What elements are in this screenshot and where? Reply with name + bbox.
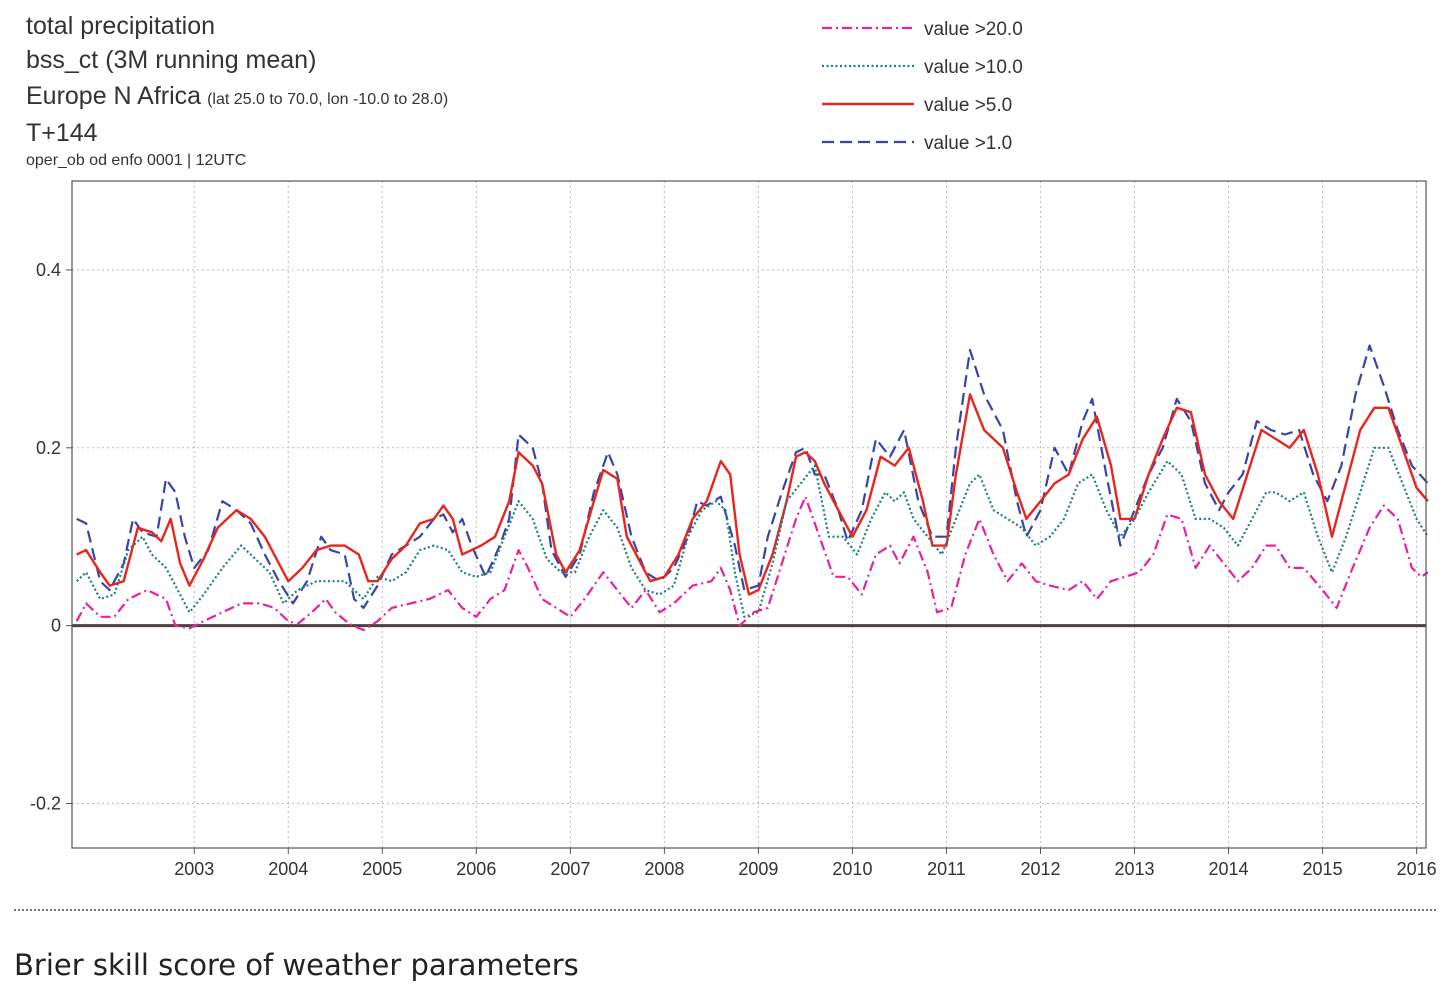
chart-grid: [72, 181, 1426, 848]
series-line: [76, 344, 1429, 609]
series-layer: [72, 344, 1429, 632]
x-tick-label: 2004: [268, 859, 308, 879]
x-tick-label: 2007: [550, 859, 590, 879]
run-info: oper_ob od enfo 0001 | 12UTC: [26, 152, 247, 169]
y-tick-label: 0: [51, 616, 61, 636]
legend-label: value >5.0: [924, 95, 1012, 116]
x-tick-label: 2005: [362, 859, 402, 879]
region-name: Europe N Africa: [26, 82, 202, 110]
series-line: [76, 393, 1429, 596]
y-tick-label: 0.2: [36, 438, 61, 458]
legend-label: value >1.0: [924, 133, 1012, 154]
line-chart: value >20.0 value >10.0 value >5.0 value >1…: [30, 19, 1437, 879]
series-line: [75, 446, 1429, 618]
legend-label: value >20.0: [924, 19, 1023, 40]
x-tick-label: 2013: [1114, 859, 1154, 879]
x-tick-label: 2016: [1397, 859, 1437, 879]
forecast-step: T+144: [26, 119, 98, 147]
legend-label: value >10.0: [924, 57, 1023, 78]
x-tick-label: 2008: [644, 859, 684, 879]
x-tick-label: 2012: [1020, 859, 1060, 879]
x-tick-label: 2011: [927, 859, 966, 879]
axis-ticks: 2003 2004 2005 2006 2007 2008 2009 2010 2011 2012…: [30, 260, 1437, 879]
x-tick-label: 2009: [738, 859, 778, 879]
chart-subtitle: bss_ct (3M running mean): [26, 46, 317, 74]
x-tick-label: 2006: [456, 859, 496, 879]
legend: value >20.0 value >10.0 value >5.0 value >1…: [822, 19, 1023, 154]
chart-title: total precipitation: [26, 12, 216, 40]
series-line: [75, 495, 1429, 632]
divider: [14, 909, 1436, 911]
region-detail: (lat 25.0 to 70.0, lon -10.0 to 28.0): [207, 91, 449, 108]
x-tick-label: 2015: [1303, 859, 1343, 879]
y-tick-label: 0.4: [36, 260, 61, 280]
figure-caption: Brier skill score of weather parameters: [14, 948, 579, 982]
x-tick-label: 2010: [832, 859, 872, 879]
plot-frame: [71, 180, 1427, 849]
y-tick-label: -0.2: [30, 794, 61, 814]
x-tick-label: 2014: [1209, 859, 1249, 879]
x-tick-label: 2003: [174, 859, 214, 879]
region-label: Europe N Africa (lat 25.0 to 70.0, lon -1…: [26, 82, 448, 111]
